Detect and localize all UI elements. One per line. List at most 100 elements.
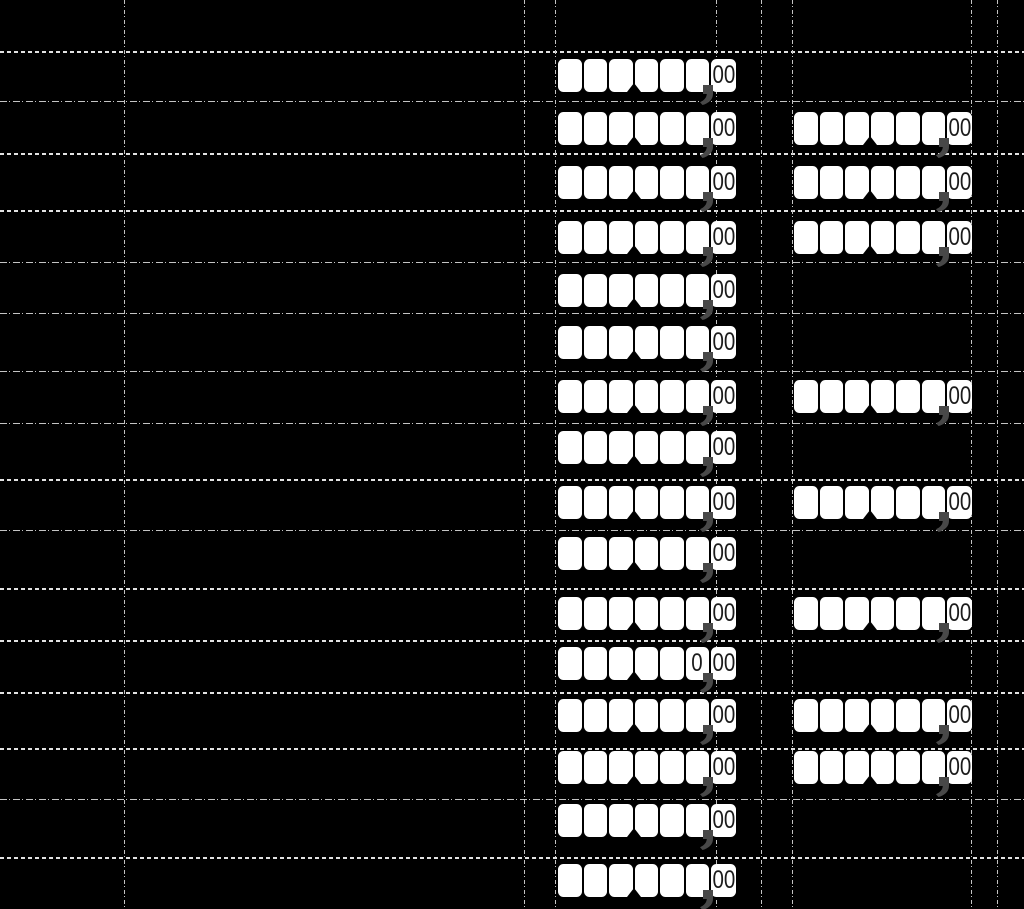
- amount-digit-cell[interactable]: [819, 112, 843, 145]
- amount-digit-cell[interactable]: [558, 537, 582, 570]
- amount-digit-cell[interactable]: [685, 537, 709, 570]
- amount-digit-cell[interactable]: [660, 647, 684, 680]
- amount-digit-cell[interactable]: [685, 274, 709, 307]
- amount-digit-cell[interactable]: [558, 431, 582, 464]
- amount-digit-cell[interactable]: [685, 597, 709, 630]
- amount-digit-cell[interactable]: [685, 431, 709, 464]
- amount-digit-cell[interactable]: [819, 486, 843, 519]
- amount-digit-cell[interactable]: [558, 59, 582, 92]
- amount-digit-cell[interactable]: [685, 221, 709, 254]
- amount-digit-cell[interactable]: [583, 431, 607, 464]
- amount-digit-cell[interactable]: [583, 699, 607, 732]
- amount-digit-cell[interactable]: [660, 486, 684, 519]
- amount-digit-cell[interactable]: [558, 804, 582, 837]
- amount-digit-cell[interactable]: [558, 326, 582, 359]
- amount-digit-cell[interactable]: [583, 166, 607, 199]
- amount-digit-cell[interactable]: [583, 647, 607, 680]
- amount-digit-cell[interactable]: [896, 166, 920, 199]
- amount-digit-cell[interactable]: [558, 380, 582, 413]
- amount-field-row3-col1: 00: [558, 166, 736, 212]
- amount-digit-cell[interactable]: [685, 59, 709, 92]
- amount-digit-cell[interactable]: [794, 166, 818, 199]
- amount-digit-cell[interactable]: [660, 166, 684, 199]
- amount-digit-cell[interactable]: [819, 699, 843, 732]
- amount-digit-cell[interactable]: [660, 699, 684, 732]
- cents-suffix-label: 00: [712, 61, 735, 89]
- amount-digit-cell[interactable]: [794, 486, 818, 519]
- amount-digit-cell[interactable]: [583, 486, 607, 519]
- amount-digit-cell[interactable]: [921, 751, 945, 784]
- amount-digit-cell[interactable]: [685, 804, 709, 837]
- amount-digit-cell[interactable]: [558, 597, 582, 630]
- amount-digit-cell[interactable]: [583, 537, 607, 570]
- amount-digit-cell[interactable]: [685, 864, 709, 897]
- amount-digit-cell[interactable]: [794, 751, 818, 784]
- amount-digit-cell[interactable]: 0: [685, 647, 709, 680]
- amount-digit-cell[interactable]: [660, 221, 684, 254]
- amount-digit-cell[interactable]: [558, 221, 582, 254]
- amount-digit-cell[interactable]: [660, 864, 684, 897]
- amount-digit-cell[interactable]: [685, 166, 709, 199]
- amount-digit-cell[interactable]: [794, 597, 818, 630]
- amount-digit-cell[interactable]: [660, 751, 684, 784]
- amount-digit-cell[interactable]: [583, 751, 607, 784]
- amount-digit-cell[interactable]: [660, 326, 684, 359]
- amount-digit-cell[interactable]: [583, 274, 607, 307]
- amount-digit-cell[interactable]: [921, 380, 945, 413]
- amount-digit-cell[interactable]: [558, 751, 582, 784]
- amount-digit-cell[interactable]: [896, 486, 920, 519]
- amount-digit-cell[interactable]: [660, 537, 684, 570]
- amount-digit-cell[interactable]: [819, 380, 843, 413]
- amount-digit-cell[interactable]: [921, 699, 945, 732]
- amount-digit-cell[interactable]: [583, 804, 607, 837]
- amount-digit-cell[interactable]: [660, 380, 684, 413]
- amount-digit-cell[interactable]: [660, 804, 684, 837]
- amount-digit-cell[interactable]: [660, 431, 684, 464]
- amount-digit-cell[interactable]: [685, 486, 709, 519]
- amount-digit-cell[interactable]: [819, 221, 843, 254]
- amount-digit-cell[interactable]: [558, 166, 582, 199]
- amount-digit-cell[interactable]: [558, 486, 582, 519]
- amount-digit-cell[interactable]: [583, 221, 607, 254]
- amount-digit-cell[interactable]: [896, 699, 920, 732]
- amount-digit-cell[interactable]: [896, 112, 920, 145]
- amount-digit-cell[interactable]: [558, 699, 582, 732]
- amount-digit-cell[interactable]: [819, 751, 843, 784]
- amount-digit-cell[interactable]: [558, 274, 582, 307]
- amount-digit-cell[interactable]: [558, 864, 582, 897]
- amount-digit-cell[interactable]: [819, 166, 843, 199]
- amount-digit-cell[interactable]: [921, 597, 945, 630]
- amount-digit-cell[interactable]: [583, 864, 607, 897]
- amount-digit-cell[interactable]: [921, 112, 945, 145]
- decimal-comma-icon: [700, 457, 714, 477]
- amount-digit-cell[interactable]: [583, 112, 607, 145]
- amount-digit-cell[interactable]: [660, 274, 684, 307]
- amount-digit-cell[interactable]: [896, 380, 920, 413]
- amount-digit-cell[interactable]: [921, 221, 945, 254]
- amount-digit-cell[interactable]: [921, 486, 945, 519]
- amount-digit-cell[interactable]: [558, 647, 582, 680]
- amount-digit-cell[interactable]: [583, 380, 607, 413]
- amount-digit-cell[interactable]: [685, 326, 709, 359]
- amount-digit-cell[interactable]: [685, 112, 709, 145]
- amount-digit-cell[interactable]: [794, 221, 818, 254]
- amount-digit-cell[interactable]: [685, 751, 709, 784]
- amount-digit-cell[interactable]: [685, 699, 709, 732]
- amount-digit-cell[interactable]: [921, 166, 945, 199]
- amount-digit-cell[interactable]: [583, 326, 607, 359]
- amount-digit-cell[interactable]: [794, 112, 818, 145]
- amount-digit-cell[interactable]: [660, 112, 684, 145]
- amount-digit-cell[interactable]: [583, 597, 607, 630]
- amount-digit-cell[interactable]: [685, 380, 709, 413]
- amount-digit-cell[interactable]: [819, 597, 843, 630]
- amount-digit-cell[interactable]: [558, 112, 582, 145]
- amount-digit-cell[interactable]: [660, 597, 684, 630]
- amount-digit-cell[interactable]: [660, 59, 684, 92]
- amount-digit-cell[interactable]: [896, 751, 920, 784]
- amount-digit-cell[interactable]: [896, 221, 920, 254]
- amount-digit-cell[interactable]: [583, 59, 607, 92]
- amount-digit-cell[interactable]: [794, 699, 818, 732]
- amount-digit-cell[interactable]: [896, 597, 920, 630]
- amount-digit-cell[interactable]: [794, 380, 818, 413]
- amount-field-row7-col1: 00: [558, 380, 736, 426]
